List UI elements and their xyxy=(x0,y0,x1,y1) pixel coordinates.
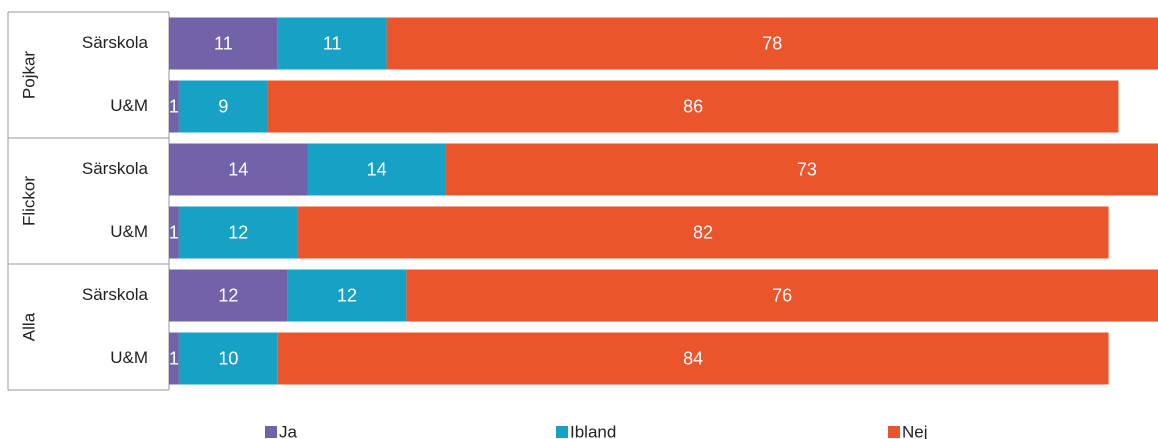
data-label: 9 xyxy=(218,96,228,116)
bar-segment xyxy=(169,80,179,133)
bar-segment xyxy=(267,80,1119,133)
bar-segment xyxy=(169,206,179,259)
data-label: 10 xyxy=(218,348,238,368)
data-label: 12 xyxy=(218,285,238,305)
bar-segment xyxy=(297,206,1109,259)
group-label: Alla xyxy=(19,312,38,341)
bar-segment xyxy=(386,17,1158,70)
data-label: 78 xyxy=(762,33,782,53)
bar-segment xyxy=(307,143,446,196)
data-label: 11 xyxy=(323,33,342,53)
legend-label: Nej xyxy=(902,422,928,439)
bar-segment xyxy=(169,143,308,196)
bar-segment xyxy=(277,17,387,70)
data-label: 14 xyxy=(367,159,387,179)
legend-swatch xyxy=(265,426,277,438)
data-label: 11 xyxy=(214,33,233,53)
bar-segment xyxy=(178,80,268,133)
data-label: 1 xyxy=(169,222,179,242)
bar-segment xyxy=(277,332,1109,385)
bar-segment xyxy=(445,143,1158,196)
data-label: 84 xyxy=(683,348,703,368)
data-label: 73 xyxy=(797,159,817,179)
bar-segment xyxy=(169,17,278,70)
y-tick-label: U&M xyxy=(110,96,148,115)
y-tick-label: U&M xyxy=(110,222,148,241)
bar-segment xyxy=(169,269,288,322)
group-label: Flickor xyxy=(19,176,38,226)
bar-segment xyxy=(178,332,278,385)
bar-segment xyxy=(178,206,298,259)
legend-label: Ja xyxy=(279,422,298,439)
data-label: 76 xyxy=(772,285,792,305)
data-label: 86 xyxy=(683,96,703,116)
y-tick-label: U&M xyxy=(110,348,148,367)
bar-segment xyxy=(406,269,1158,322)
y-tick-label: Särskola xyxy=(82,159,149,178)
y-tick-label: Särskola xyxy=(82,285,149,304)
bar-segment xyxy=(169,332,179,385)
bar-segment xyxy=(287,269,407,322)
y-tick-label: Särskola xyxy=(82,33,149,52)
data-label: 82 xyxy=(693,222,713,242)
data-label: 14 xyxy=(228,159,248,179)
data-label: 1 xyxy=(169,96,179,116)
group-label: Pojkar xyxy=(19,51,38,100)
data-label: 1 xyxy=(169,348,179,368)
data-label: 12 xyxy=(228,222,248,242)
legend-label: Ibland xyxy=(570,422,616,439)
data-label: 12 xyxy=(337,285,357,305)
legend-swatch xyxy=(888,426,900,438)
legend-swatch xyxy=(556,426,568,438)
